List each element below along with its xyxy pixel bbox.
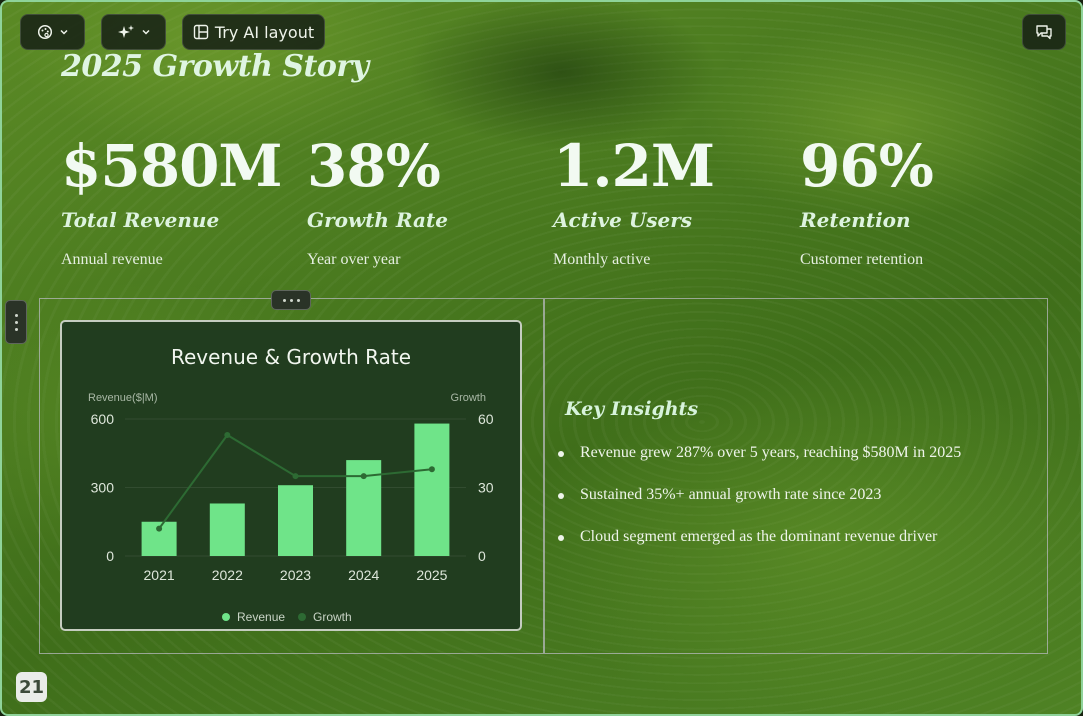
legend-swatch-growth [298,613,306,621]
page-number-badge[interactable]: 21 [16,672,47,702]
try-ai-layout-button[interactable]: Try AI layout [182,14,325,50]
growth-point [428,466,435,473]
palette-icon [37,24,53,40]
x-tick-label: 2025 [416,567,447,583]
revenue-bar [278,485,313,556]
growth-point [292,473,299,480]
revenue-growth-chart: Revenue & Growth Rate Revenue($|M) Growt… [88,345,494,624]
chat-icon [1035,24,1053,40]
ai-assist-button[interactable] [101,14,166,50]
chevron-down-icon [59,27,69,37]
theme-button[interactable] [20,14,85,50]
stat-growth-rate: 38% Growth Rate Year over year [307,130,547,269]
block-drag-handle[interactable] [271,290,311,310]
layout-icon [193,24,209,40]
insight-item: Cloud segment emerged as the dominant re… [558,528,961,570]
revenue-bar [414,423,450,556]
legend-swatch-revenue [222,613,230,621]
insight-item: Sustained 35%+ annual growth rate since … [558,486,961,528]
column-divider [543,299,545,653]
stat-value: 1.2M [553,132,715,200]
stat-label: Total Revenue [61,208,220,232]
sparkles-icon [117,24,135,40]
y-axis-right-label: Growth [451,392,486,404]
y-axis-label: Revenue($|M) [88,392,158,404]
insight-text: Revenue grew 287% over 5 years, reaching… [580,444,962,461]
comments-button[interactable] [1022,14,1066,50]
x-tick-label: 2021 [144,567,175,583]
stat-label: Retention [800,208,911,232]
stat-active-users: 1.2M Active Users Monthly active [553,130,793,269]
stat-retention: 96% Retention Customer retention [800,130,1040,269]
stat-label: Growth Rate [307,208,448,232]
y-right-tick-label: 60 [478,411,494,427]
row-drag-handle[interactable] [5,300,27,344]
insight-item: Revenue grew 287% over 5 years, reaching… [558,444,961,486]
insights-list: Revenue grew 287% over 5 years, reaching… [558,444,961,570]
chevron-down-icon [141,27,151,37]
insight-text: Sustained 35%+ annual growth rate since … [580,486,882,503]
stat-description: Annual revenue [61,251,163,268]
growth-point [156,525,163,532]
two-column-layout-container[interactable] [39,298,1048,654]
stat-description: Monthly active [553,251,651,268]
y-tick-label: 300 [91,480,115,496]
stat-value: 96% [800,132,934,200]
x-tick-label: 2022 [212,567,243,583]
try-ai-layout-label: Try AI layout [214,22,315,42]
growth-point [224,431,231,438]
stat-value: $580M [61,132,283,200]
stat-label: Active Users [553,208,693,232]
stat-description: Year over year [307,251,401,268]
legend-label-growth: Growth [313,610,352,624]
insights-title: Key Insights [565,398,699,420]
legend-label-revenue: Revenue [237,610,285,624]
stat-total-revenue: $580M Total Revenue Annual revenue [61,130,301,269]
revenue-bar [209,503,245,556]
stat-value: 38% [307,132,441,200]
insight-text: Cloud segment emerged as the dominant re… [580,528,938,545]
chart-title: Revenue & Growth Rate [171,345,411,369]
x-tick-label: 2024 [348,567,379,583]
slide-title: 2025 Growth Story [61,49,369,84]
stat-description: Customer retention [800,251,924,268]
x-tick-label: 2023 [280,567,311,583]
y-tick-label: 0 [106,548,114,564]
y-right-tick-label: 0 [478,548,486,564]
y-right-tick-label: 30 [478,480,494,496]
growth-point [360,473,367,480]
y-tick-label: 600 [91,411,115,427]
chart-card[interactable]: Revenue & Growth Rate Revenue($|M) Growt… [60,320,522,631]
